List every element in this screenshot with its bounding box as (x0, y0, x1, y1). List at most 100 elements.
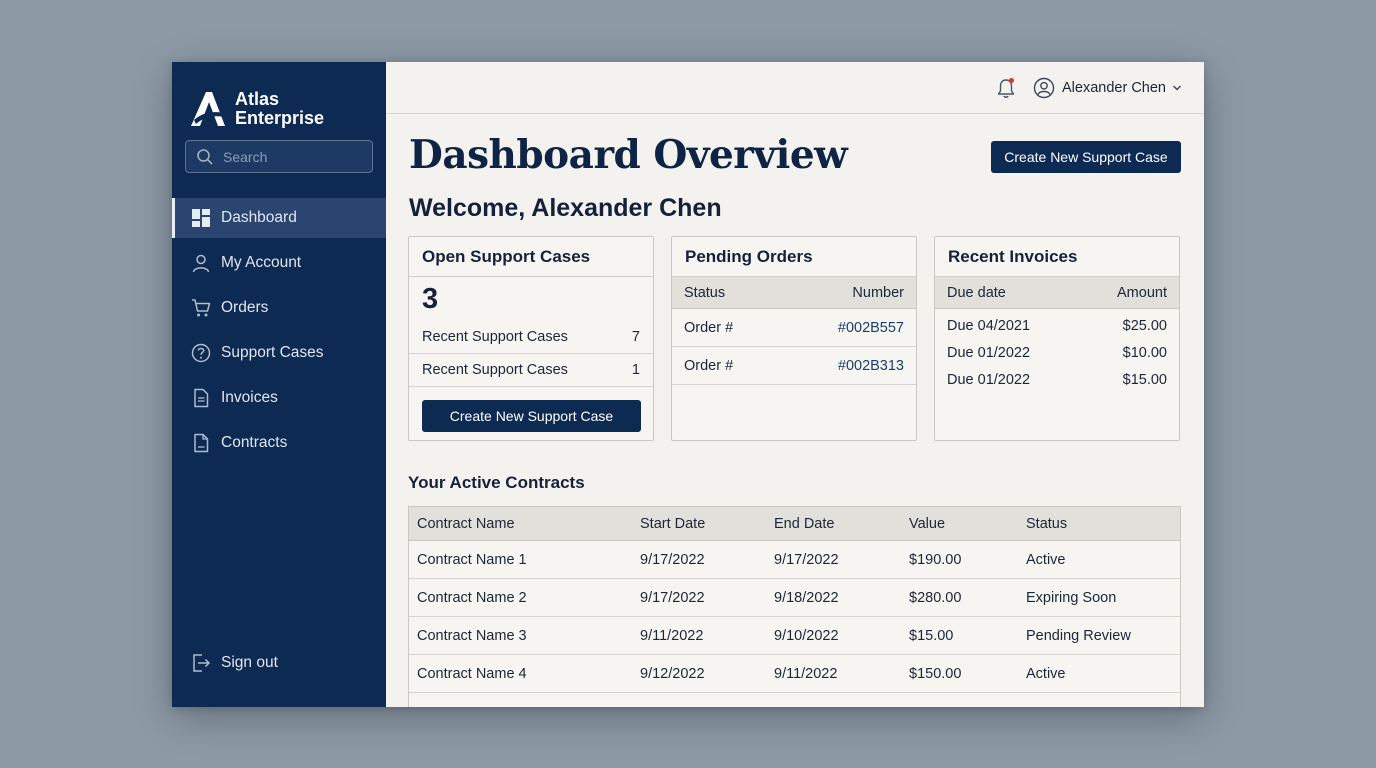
contract-end-date: 9/10/2022 (774, 627, 839, 644)
contracts-section-title: Your Active Contracts (408, 473, 585, 492)
table-row[interactable]: Contract Name 4 9/12/2022 9/11/2022 $150… (409, 655, 1180, 693)
user-icon (191, 253, 211, 273)
contract-end-date: 9/11/2022 (774, 665, 838, 682)
contract-value: $190.00 (909, 551, 962, 568)
table-row[interactable]: Order # #002B557 (672, 309, 916, 347)
column-header-status[interactable]: Status (1026, 515, 1068, 532)
contract-name: Contract Name 1 (417, 551, 527, 568)
column-header-status: Status (684, 284, 726, 301)
search-box[interactable] (185, 140, 373, 173)
table-row[interactable]: Contract Name 1 9/17/2022 9/17/2022 $190… (409, 541, 1180, 579)
contract-start-date: 9/11/2022 (640, 627, 704, 644)
open-cases-count: 3 (422, 283, 439, 315)
list-item[interactable]: Recent Support Cases 1 (409, 354, 653, 387)
contracts-table-header: Contract Name Start Date End Date Value … (409, 507, 1180, 541)
sidebar-item-invoices[interactable]: Invoices (172, 378, 386, 418)
contract-start-date: 9/17/2022 (640, 589, 705, 606)
sidebar-nav: Dashboard My Account Orders Support Case… (172, 198, 386, 463)
dashboard-icon (191, 208, 211, 228)
sidebar-item-dashboard[interactable]: Dashboard (172, 198, 386, 238)
user-menu-name[interactable]: Alexander Chen (1062, 79, 1166, 96)
table-row[interactable]: Order # #002B313 (672, 347, 916, 385)
sidebar-item-contracts[interactable]: Contracts (172, 423, 386, 463)
card-create-support-case-button[interactable]: Create New Support Case (422, 400, 641, 432)
invoices-table-header: Due date Amount (935, 277, 1179, 309)
table-row[interactable]: Contract Name 3 9/11/2022 9/10/2022 $15.… (409, 617, 1180, 655)
contract-start-date: 9/12/2022 (640, 665, 705, 682)
invoice-due: Due 01/2022 (947, 371, 1031, 388)
column-header-end-date[interactable]: End Date (774, 515, 835, 532)
create-support-case-button[interactable]: Create New Support Case (991, 141, 1181, 173)
invoice-amount: $15.00 (1122, 371, 1167, 388)
row-label: Recent Support Cases (422, 329, 568, 345)
order-status: Order # (684, 319, 734, 336)
contract-status: Active (1026, 551, 1066, 568)
pending-orders-card: Pending Orders Status Number Order # #00… (671, 236, 917, 441)
sidebar-item-label: My Account (221, 254, 302, 271)
contract-start-date: 9/17/2022 (640, 551, 705, 568)
sidebar-item-label: Contracts (221, 434, 288, 451)
contract-value: $150.00 (909, 665, 962, 682)
sidebar-item-my-account[interactable]: My Account (172, 243, 386, 283)
column-header-contract-name[interactable]: Contract Name (417, 515, 515, 532)
main-content: Alexander Chen Dashboard Overview Create… (386, 62, 1204, 707)
top-bar: Alexander Chen (386, 62, 1204, 114)
contract-status: Active (1026, 665, 1066, 682)
brand-name: Atlas Enterprise (235, 90, 324, 128)
sign-out-button[interactable]: Sign out (172, 643, 386, 683)
notification-dot (1009, 77, 1014, 83)
card-title: Open Support Cases (409, 237, 653, 277)
contract-value: $280.00 (909, 589, 962, 606)
sidebar-item-label: Support Cases (221, 344, 324, 361)
invoice-due: Due 04/2021 (947, 317, 1031, 334)
chevron-down-icon[interactable] (1172, 83, 1182, 93)
brand-name-line2: Enterprise (235, 108, 325, 128)
order-number-link[interactable]: #002B557 (837, 319, 904, 336)
row-value: 1 (631, 362, 640, 378)
sidebar-item-label: Orders (221, 299, 269, 316)
table-row[interactable]: Due 01/2022 $15.00 (935, 366, 1179, 393)
list-item[interactable]: Recent Support Cases 7 (409, 321, 653, 354)
notifications-button[interactable] (995, 77, 1017, 99)
sidebar-item-orders[interactable]: Orders (172, 288, 386, 328)
column-header-value[interactable]: Value (909, 515, 946, 532)
brand[interactable]: Atlas Enterprise (172, 62, 386, 140)
order-number-link[interactable]: #002B313 (837, 357, 904, 374)
sign-out-icon (191, 653, 211, 673)
invoice-list: Due 04/2021 $25.00 Due 01/2022 $10.00 Du… (935, 309, 1179, 393)
table-row-partial (409, 693, 1180, 707)
user-avatar-icon[interactable] (1033, 77, 1055, 99)
table-row[interactable]: Due 04/2021 $25.00 (935, 312, 1179, 339)
search-input[interactable] (223, 148, 363, 165)
contract-name: Contract Name 2 (417, 589, 527, 606)
contract-value: $15.00 (909, 627, 954, 644)
contract-status: Expiring Soon (1026, 589, 1117, 606)
invoice-amount: $25.00 (1122, 317, 1167, 334)
table-row[interactable]: Due 01/2022 $10.00 (935, 339, 1179, 366)
sign-out-label: Sign out (221, 654, 278, 671)
invoice-amount: $10.00 (1122, 344, 1167, 361)
open-support-cases-card: Open Support Cases 3 Recent Support Case… (408, 236, 654, 441)
row-value: 7 (631, 329, 640, 345)
sidebar: Atlas Enterprise Dashboard My Account (172, 62, 386, 707)
contract-end-date: 9/18/2022 (774, 589, 839, 606)
search-icon (197, 148, 213, 165)
column-header-due-date: Due date (947, 284, 1006, 301)
contract-name: Contract Name 3 (417, 627, 527, 644)
brand-name-line1: Atlas (235, 89, 280, 109)
column-header-start-date[interactable]: Start Date (640, 515, 706, 532)
card-title: Pending Orders (672, 237, 916, 277)
sidebar-item-support-cases[interactable]: Support Cases (172, 333, 386, 373)
table-row[interactable]: Contract Name 2 9/17/2022 9/18/2022 $280… (409, 579, 1180, 617)
invoice-due: Due 01/2022 (947, 344, 1031, 361)
help-circle-icon (191, 343, 211, 363)
order-status: Order # (684, 357, 734, 374)
sidebar-item-label: Dashboard (221, 209, 297, 226)
contracts-table: Contract Name Start Date End Date Value … (408, 506, 1181, 707)
contract-end-date: 9/17/2022 (774, 551, 839, 568)
orders-table-header: Status Number (672, 277, 916, 309)
contract-name: Contract Name 4 (417, 665, 527, 682)
sidebar-item-label: Invoices (221, 389, 278, 406)
contract-icon (191, 433, 211, 453)
app-window: Atlas Enterprise Dashboard My Account (172, 62, 1204, 707)
